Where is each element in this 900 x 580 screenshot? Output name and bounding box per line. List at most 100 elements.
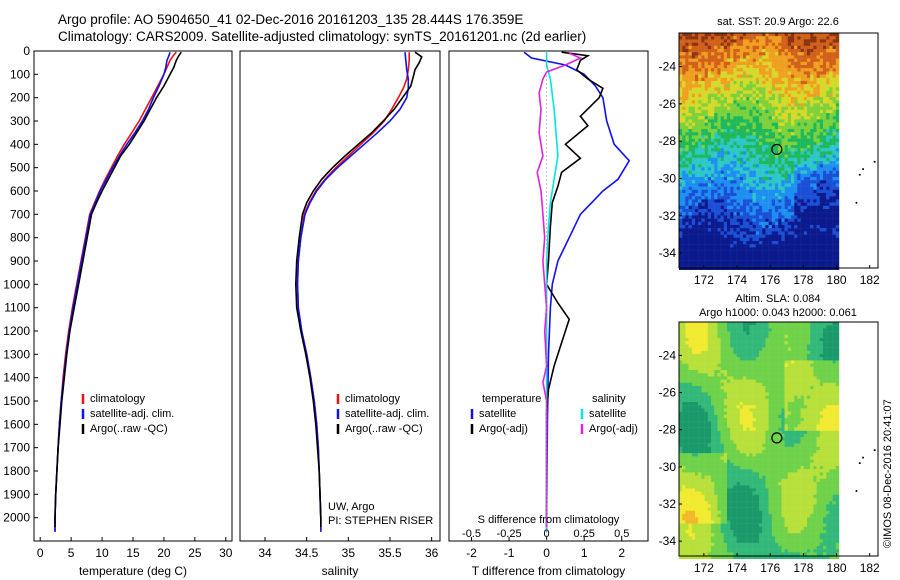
salinity-xtick-label-4: 36: [425, 546, 439, 560]
panel-temperature: 0 5 10 15 20 25 300100200300400500600700800900…: [3, 44, 233, 578]
temperature-ytick-label-17: 1700: [3, 441, 30, 455]
difference-series-1: [545, 51, 604, 527]
temperature-xtick-label-3: 15: [126, 546, 140, 560]
difference-legend-title-1: salinity: [592, 393, 626, 405]
difference-stick-label-0: -0.5: [462, 528, 481, 540]
sla-map-title: Altim. SLA: 0.084: [736, 293, 821, 305]
difference-legend-label-0-1: Argo(-adj): [479, 423, 528, 435]
difference-xtick-label-1: -1: [504, 546, 515, 560]
sla-map-ytick-label-5: -34: [659, 534, 677, 548]
sst-map-xtick-label-3: 178: [793, 273, 813, 287]
temperature-ytick-label-12: 1200: [3, 324, 30, 338]
sla-map-frame: [678, 321, 879, 557]
panel-salinity: 34 34.5 35 35.5 36 salinity climatology satelli…: [239, 50, 441, 578]
difference-xlabel: T difference from climatology: [472, 564, 626, 578]
salinity-legend-label-2: Argo(..raw -QC): [345, 423, 423, 435]
sla-map-island-1: [858, 462, 861, 465]
temperature-ytick-label-20: 2000: [3, 511, 30, 525]
sla-map-ytick-label-4: -32: [659, 497, 677, 511]
sst-map-ytick-label-5: -34: [659, 246, 677, 260]
salinity-xtick-label-1: 34.5: [295, 546, 319, 560]
sst-map-ytick-label-3: -30: [659, 171, 677, 185]
temperature-ytick-label-5: 500: [10, 161, 30, 175]
temperature-series-1: [54, 51, 171, 532]
salinity-series-1: [296, 52, 410, 532]
salinity-xtick-label-2: 35: [342, 546, 356, 560]
salinity-frame: [239, 50, 441, 542]
difference-legend-label-1-1: Argo(-adj): [589, 423, 638, 435]
salinity-legend-label-1: satellite-adj. clim.: [345, 408, 429, 420]
sla-map-argo-marker: [771, 432, 783, 444]
salinity-annotation-0: UW, Argo: [328, 501, 374, 513]
sst-map-frame: [678, 32, 879, 269]
difference-stick-label-3: 0.25: [573, 528, 594, 540]
difference-frame: [448, 50, 649, 542]
salinity-series-2: [294, 51, 423, 527]
temperature-ytick-label-7: 700: [10, 207, 30, 221]
temperature-xtick-label-6: 30: [219, 546, 233, 560]
header-line1: Argo profile: AO 5904650_41 02-Dec-2016 …: [58, 12, 523, 27]
sst-map-island-1: [858, 173, 861, 176]
temperature-series-2: [54, 51, 182, 527]
side-copyright: ©IMOS 08-Dec-2016 20:41:07: [882, 399, 894, 548]
temperature-ytick-label-3: 300: [10, 114, 30, 128]
sla-map-ytick-label-1: -26: [659, 386, 677, 400]
difference-xtick-label-3: 1: [581, 546, 588, 560]
difference-legend-label-1-0: satellite: [589, 408, 626, 420]
sst-map-island-0: [862, 168, 865, 171]
temperature-xtick-label-0: 0: [37, 546, 44, 560]
temperature-ytick-label-13: 1300: [3, 347, 30, 361]
salinity-series-0: [296, 52, 410, 532]
temperature-ytick-label-19: 1900: [3, 487, 30, 501]
sst-map-ytick-label-0: -24: [659, 60, 677, 74]
sst-map-island-3: [873, 160, 876, 163]
sst-map-xtick-label-1: 174: [727, 273, 747, 287]
sla-map-ytick-label-2: -28: [659, 423, 677, 437]
temperature-ytick-label-0: 0: [23, 44, 30, 58]
difference-legend-title-0: temperature: [482, 393, 541, 405]
panel-sla-map: 172 174 176 178 180 182 -24 -26 -28 -30 -32 -34 Alti…: [659, 293, 880, 575]
sst-map-cells: [679, 33, 840, 270]
sst-map-xtick-label-5: 182: [860, 273, 880, 287]
temperature-ytick-label-8: 800: [10, 231, 30, 245]
temperature-xtick-label-2: 10: [95, 546, 109, 560]
temperature-frame: [33, 50, 233, 542]
sla-map-ytick-label-3: -30: [659, 460, 677, 474]
difference-stick-label-1: -0.25: [497, 528, 522, 540]
sst-map-ytick-label-4: -32: [659, 209, 677, 223]
temperature-ytick-label-2: 200: [10, 91, 30, 105]
difference-stick-label-2: 0: [544, 528, 550, 540]
panel-difference: -2 -1 0 1 2 T difference from climatology -0.5…: [448, 50, 649, 578]
difference-xtick-label-4: 2: [618, 546, 625, 560]
sst-map-ytick-label-2: -28: [659, 134, 677, 148]
salinity-annotation-1: PI: STEPHEN RISER: [328, 515, 433, 527]
temperature-ytick-label-1: 100: [10, 67, 30, 81]
sst-map-island-2: [855, 201, 858, 204]
sla-map-xtick-label-3: 178: [793, 561, 813, 575]
sla-map-island-3: [873, 449, 876, 452]
sst-map-title: sat. SST: 20.9 Argo: 22.6: [717, 16, 839, 28]
temperature-xlabel: temperature (deg C): [79, 564, 187, 578]
temperature-legend-label-0: climatology: [90, 393, 146, 405]
temperature-ytick-label-14: 1400: [3, 371, 30, 385]
temperature-ytick-label-6: 600: [10, 184, 30, 198]
difference-stick-label-4: 0.5: [614, 528, 629, 540]
sst-map-argo-marker: [771, 143, 783, 155]
sla-map-ytick-label-0: -24: [659, 348, 677, 362]
temperature-legend-label-2: Argo(..raw -QC): [90, 423, 168, 435]
sla-map-island-2: [855, 490, 858, 492]
temperature-xtick-label-5: 25: [188, 546, 202, 560]
sst-map-xtick-label-2: 176: [760, 273, 780, 287]
salinity-xtick-label-0: 34: [258, 546, 272, 560]
temperature-xtick-label-1: 5: [68, 546, 75, 560]
sla-map-xtick-label-5: 182: [860, 561, 880, 575]
panel-sst-map: 172 174 176 178 180 182 -24 -26 -28 -30 -32 -34 sat.…: [659, 16, 880, 287]
difference-xtick-label-2: 0: [543, 546, 550, 560]
sla-map-title2: Argo h1000: 0.043 h2000: 0.061: [699, 307, 857, 319]
temperature-ytick-label-18: 1800: [3, 464, 30, 478]
sla-map-xtick-label-0: 172: [694, 561, 714, 575]
temperature-ytick-label-10: 1000: [3, 277, 30, 291]
temperature-ytick-label-4: 400: [10, 137, 30, 151]
sla-map-xtick-label-1: 174: [727, 561, 747, 575]
